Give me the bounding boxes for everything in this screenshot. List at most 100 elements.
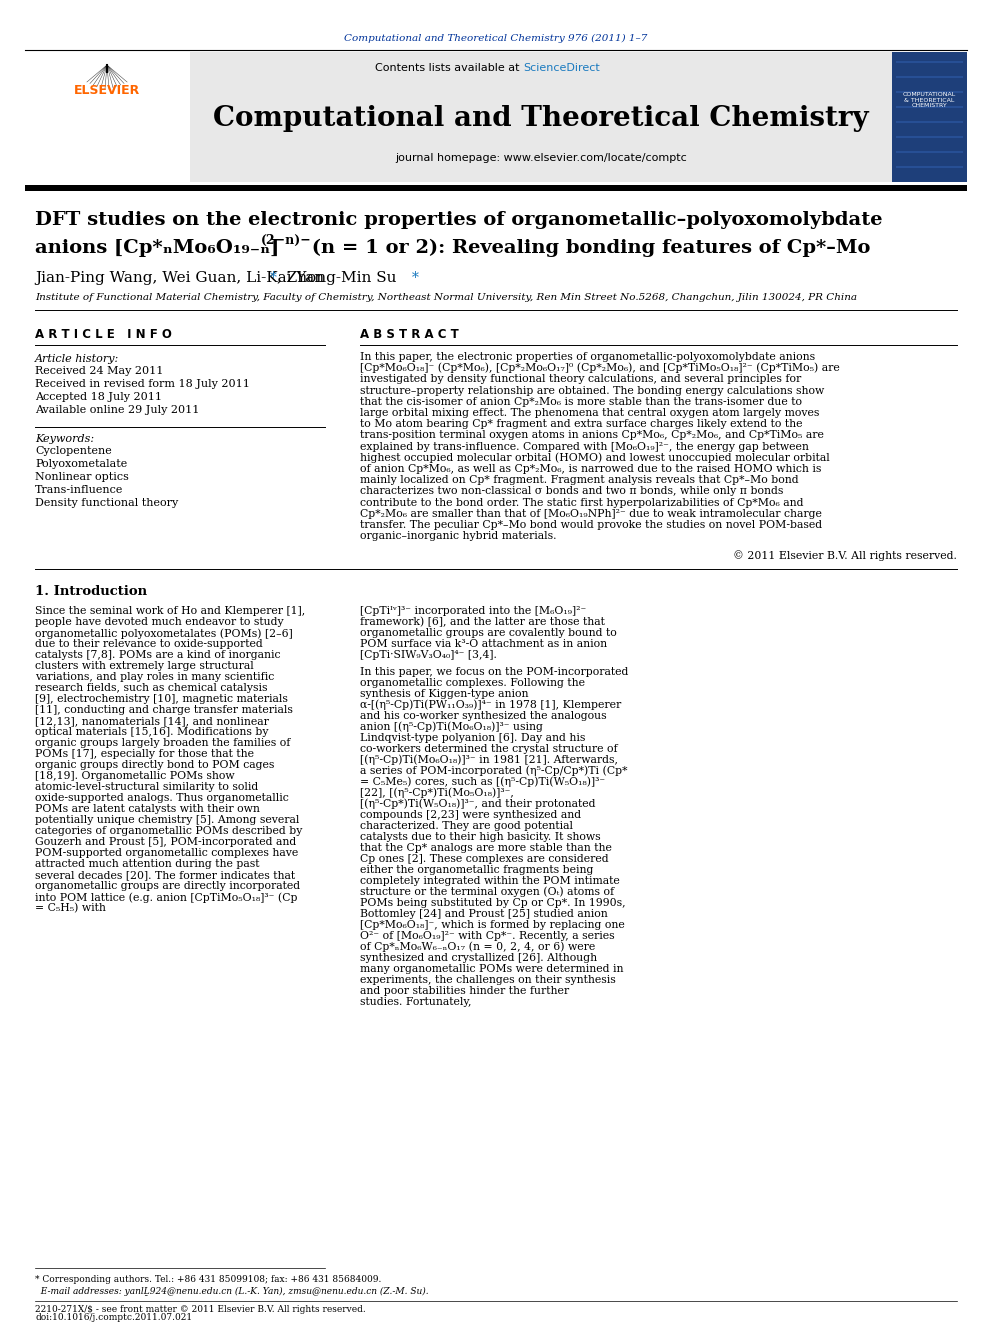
Text: Computational and Theoretical Chemistry: Computational and Theoretical Chemistry [213, 105, 869, 131]
Text: Institute of Functional Material Chemistry, Faculty of Chemistry, Northeast Norm: Institute of Functional Material Chemist… [35, 294, 857, 303]
Text: structure–property relationship are obtained. The bonding energy calculations sh: structure–property relationship are obta… [360, 385, 824, 396]
Text: highest occupied molecular orbital (HOMO) and lowest unoccupied molecular orbita: highest occupied molecular orbital (HOMO… [360, 452, 829, 463]
Text: synthesized and crystallized [26]. Although: synthesized and crystallized [26]. Altho… [360, 953, 597, 963]
Text: of anion Cp*Mo₆, as well as Cp*₂Mo₆, is narrowed due to the raised HOMO which is: of anion Cp*Mo₆, as well as Cp*₂Mo₆, is … [360, 464, 821, 474]
Text: trans-position terminal oxygen atoms in anions Cp*Mo₆, Cp*₂Mo₆, and Cp*TiMo₅ are: trans-position terminal oxygen atoms in … [360, 430, 824, 441]
Text: that the cis-isomer of anion Cp*₂Mo₆ is more stable than the trans-isomer due to: that the cis-isomer of anion Cp*₂Mo₆ is … [360, 397, 802, 406]
Text: Available online 29 July 2011: Available online 29 July 2011 [35, 405, 199, 415]
Text: many organometallic POMs were determined in: many organometallic POMs were determined… [360, 964, 624, 974]
Text: explained by trans-influence. Compared with [Mo₆O₁₉]²⁻, the energy gap between: explained by trans-influence. Compared w… [360, 442, 808, 451]
Text: contribute to the bond order. The static first hyperpolarizabilities of Cp*Mo₆ a: contribute to the bond order. The static… [360, 497, 804, 508]
Text: In this paper, we focus on the POM-incorporated: In this paper, we focus on the POM-incor… [360, 667, 628, 677]
Text: [(η⁵-Cp*)Ti(W₅O₁₈)]³⁻, and their protonated: [(η⁵-Cp*)Ti(W₅O₁₈)]³⁻, and their protona… [360, 799, 595, 810]
Text: Cyclopentene: Cyclopentene [35, 446, 112, 456]
Text: organic–inorganic hybrid materials.: organic–inorganic hybrid materials. [360, 532, 557, 541]
Text: Gouzerh and Proust [5], POM-incorporated and: Gouzerh and Proust [5], POM-incorporated… [35, 837, 297, 848]
Text: organic groups directly bond to POM cages: organic groups directly bond to POM cage… [35, 761, 275, 770]
Text: A R T I C L E   I N F O: A R T I C L E I N F O [35, 328, 172, 341]
Text: Polyoxometalate: Polyoxometalate [35, 459, 127, 468]
Text: [(η⁵-Cp)Ti(Mo₆O₁₈)]³⁻ in 1981 [21]. Afterwards,: [(η⁵-Cp)Ti(Mo₆O₁₈)]³⁻ in 1981 [21]. Afte… [360, 754, 618, 765]
Text: (2−n)−: (2−n)− [261, 233, 311, 246]
Text: In this paper, the electronic properties of organometallic-polyoxomolybdate anio: In this paper, the electronic properties… [360, 352, 815, 363]
Text: = C₅Me₅) cores, such as [(η⁵-Cp)Ti(W₅O₁₈)]³⁻: = C₅Me₅) cores, such as [(η⁵-Cp)Ti(W₅O₁₈… [360, 777, 605, 787]
Text: [22], [(η⁵-Cp*)Ti(Mo₅O₁₈)]³⁻,: [22], [(η⁵-Cp*)Ti(Mo₅O₁₈)]³⁻, [360, 787, 514, 798]
Text: and poor stabilities hinder the further: and poor stabilities hinder the further [360, 986, 569, 996]
Text: organic groups largely broaden the families of: organic groups largely broaden the famil… [35, 738, 291, 749]
Text: atomic-level-structural similarity to solid: atomic-level-structural similarity to so… [35, 782, 258, 792]
Text: organometallic groups are covalently bound to: organometallic groups are covalently bou… [360, 628, 617, 639]
Text: journal homepage: www.elsevier.com/locate/comptc: journal homepage: www.elsevier.com/locat… [395, 153, 686, 163]
Text: 2210-271X/$ - see front matter © 2011 Elsevier B.V. All rights reserved.: 2210-271X/$ - see front matter © 2011 El… [35, 1304, 366, 1314]
Text: either the organometallic fragments being: either the organometallic fragments bein… [360, 865, 593, 875]
Text: O²⁻ of [Mo₆O₁₉]²⁻ with Cp*⁻. Recently, a series: O²⁻ of [Mo₆O₁₉]²⁻ with Cp*⁻. Recently, a… [360, 931, 615, 941]
Text: research fields, such as chemical catalysis: research fields, such as chemical cataly… [35, 684, 268, 693]
Text: POM surface via k³-O attachment as in anion: POM surface via k³-O attachment as in an… [360, 639, 607, 650]
Text: [9], electrochemistry [10], magnetic materials: [9], electrochemistry [10], magnetic mat… [35, 695, 288, 704]
Text: co-workers determined the crystal structure of: co-workers determined the crystal struct… [360, 744, 618, 754]
Text: doi:10.1016/j.comptc.2011.07.021: doi:10.1016/j.comptc.2011.07.021 [35, 1314, 192, 1323]
Text: Since the seminal work of Ho and Klemperer [1],: Since the seminal work of Ho and Klemper… [35, 606, 306, 617]
Text: synthesis of Kiggen-type anion: synthesis of Kiggen-type anion [360, 689, 529, 699]
Text: experiments, the challenges on their synthesis: experiments, the challenges on their syn… [360, 975, 616, 984]
Bar [25, 185, 967, 191]
Text: α-[(η⁵-Cp)Ti(PW₁₁O₃₉)]⁴⁻ in 1978 [1], Klemperer: α-[(η⁵-Cp)Ti(PW₁₁O₃₉)]⁴⁻ in 1978 [1], Kl… [360, 700, 621, 710]
Text: a series of POM-incorporated (η⁵-Cp/Cp*)Ti (Cp*: a series of POM-incorporated (η⁵-Cp/Cp*)… [360, 766, 628, 777]
Text: Article history:: Article history: [35, 355, 119, 364]
Text: investigated by density functional theory calculations, and several principles f: investigated by density functional theor… [360, 374, 802, 385]
Text: Lindqvist-type polyanion [6]. Day and his: Lindqvist-type polyanion [6]. Day and hi… [360, 733, 585, 744]
Bar [25, 52, 967, 183]
Text: Keywords:: Keywords: [35, 434, 94, 445]
Text: ELSEVIER: ELSEVIER [73, 83, 140, 97]
Text: of Cp*ₙMo₆W₆₋ₙO₁₇ (n = 0, 2, 4, or 6) were: of Cp*ₙMo₆W₆₋ₙO₁₇ (n = 0, 2, 4, or 6) we… [360, 942, 595, 953]
Text: ScienceDirect: ScienceDirect [523, 64, 600, 73]
Text: [CpTi·SIW₉V₃O₄₀]⁴⁻ [3,4].: [CpTi·SIW₉V₃O₄₀]⁴⁻ [3,4]. [360, 651, 497, 660]
Text: *: * [270, 271, 277, 284]
Text: A B S T R A C T: A B S T R A C T [360, 328, 458, 341]
Text: categories of organometallic POMs described by: categories of organometallic POMs descri… [35, 827, 303, 836]
Text: catalysts [7,8]. POMs are a kind of inorganic: catalysts [7,8]. POMs are a kind of inor… [35, 651, 281, 660]
Text: large orbital mixing effect. The phenomena that central oxygen atom largely move: large orbital mixing effect. The phenome… [360, 407, 819, 418]
Text: Accepted 18 July 2011: Accepted 18 July 2011 [35, 392, 162, 402]
Text: mainly localized on Cp* fragment. Fragment analysis reveals that Cp*–Mo bond: mainly localized on Cp* fragment. Fragme… [360, 475, 799, 486]
Text: anions [Cp*ₙMo₆O₁₉₋ₙ]: anions [Cp*ₙMo₆O₁₉₋ₙ] [35, 239, 280, 257]
Text: *: * [412, 271, 419, 284]
Text: 1. Introduction: 1. Introduction [35, 585, 147, 598]
Text: organometallic polyoxometalates (POMs) [2–6]: organometallic polyoxometalates (POMs) [… [35, 628, 293, 639]
Text: variations, and play roles in many scientific: variations, and play roles in many scien… [35, 672, 274, 683]
Text: POMs being substituted by Cp or Cp*. In 1990s,: POMs being substituted by Cp or Cp*. In … [360, 898, 626, 908]
Text: * Corresponding authors. Tel.: +86 431 85099108; fax: +86 431 85684009.: * Corresponding authors. Tel.: +86 431 8… [35, 1275, 381, 1285]
Text: [11], conducting and charge transfer materials: [11], conducting and charge transfer mat… [35, 705, 293, 716]
Text: anion [(η⁵-Cp)Ti(Mo₆O₁₈)]³⁻ using: anion [(η⁵-Cp)Ti(Mo₆O₁₈)]³⁻ using [360, 721, 543, 732]
Text: Density functional theory: Density functional theory [35, 497, 179, 508]
Text: characterized. They are good potential: characterized. They are good potential [360, 820, 573, 831]
Text: [Cp*Mo₆O₁₈]⁻ (Cp*Mo₆), [Cp*₂Mo₆O₁₇]⁰ (Cp*₂Mo₆), and [Cp*TiMo₅O₁₈]²⁻ (Cp*TiMo₅) a: [Cp*Mo₆O₁₈]⁻ (Cp*Mo₆), [Cp*₂Mo₆O₁₇]⁰ (Cp… [360, 363, 840, 373]
Text: to Mo atom bearing Cp* fragment and extra surface charges likely extend to the: to Mo atom bearing Cp* fragment and extr… [360, 419, 803, 429]
Text: Received 24 May 2011: Received 24 May 2011 [35, 366, 164, 376]
Text: [18,19]. Organometallic POMs show: [18,19]. Organometallic POMs show [35, 771, 235, 782]
Text: characterizes two non-classical σ bonds and two π bonds, while only π bonds: characterizes two non-classical σ bonds … [360, 487, 784, 496]
Text: Nonlinear optics: Nonlinear optics [35, 472, 129, 482]
Text: due to their relevance to oxide-supported: due to their relevance to oxide-supporte… [35, 639, 263, 650]
Text: people have devoted much endeavor to study: people have devoted much endeavor to stu… [35, 618, 284, 627]
Text: optical materials [15,16]. Modifications by: optical materials [15,16]. Modifications… [35, 728, 269, 737]
Text: [Cp*Mo₆O₁₈]⁻, which is formed by replacing one: [Cp*Mo₆O₁₈]⁻, which is formed by replaci… [360, 919, 625, 930]
Bar [25, 52, 190, 183]
Text: Cp*₂Mo₆ are smaller than that of [Mo₆O₁₉NPh]²⁻ due to weak intramolecular charge: Cp*₂Mo₆ are smaller than that of [Mo₆O₁₉… [360, 509, 822, 519]
Text: transfer. The peculiar Cp*–Mo bond would provoke the studies on novel POM-based: transfer. The peculiar Cp*–Mo bond would… [360, 520, 822, 531]
Text: (n = 1 or 2): Revealing bonding features of Cp*–Mo: (n = 1 or 2): Revealing bonding features… [305, 239, 870, 257]
Text: studies. Fortunately,: studies. Fortunately, [360, 998, 471, 1007]
Text: Received in revised form 18 July 2011: Received in revised form 18 July 2011 [35, 378, 250, 389]
Text: potentially unique chemistry [5]. Among several: potentially unique chemistry [5]. Among … [35, 815, 300, 826]
Text: COMPUTATIONAL
& THEORETICAL
CHEMISTRY: COMPUTATIONAL & THEORETICAL CHEMISTRY [903, 91, 955, 108]
Text: DFT studies on the electronic properties of organometallic–polyoxomolybdate: DFT studies on the electronic properties… [35, 210, 883, 229]
Text: [CpTiᴵᵛ]³⁻ incorporated into the [M₆O₁₉]²⁻: [CpTiᴵᵛ]³⁻ incorporated into the [M₆O₁₉]… [360, 606, 586, 617]
Text: , Zhong-Min Su: , Zhong-Min Su [277, 271, 397, 284]
Text: organometallic complexes. Following the: organometallic complexes. Following the [360, 677, 585, 688]
Text: clusters with extremely large structural: clusters with extremely large structural [35, 662, 254, 671]
Text: Jian-Ping Wang, Wei Guan, Li-Kai Yan: Jian-Ping Wang, Wei Guan, Li-Kai Yan [35, 271, 324, 284]
Bar [892, 52, 967, 183]
Text: completely integrated within the POM intimate: completely integrated within the POM int… [360, 876, 620, 886]
Text: attracted much attention during the past: attracted much attention during the past [35, 860, 260, 869]
Text: [12,13], nanomaterials [14], and nonlinear: [12,13], nanomaterials [14], and nonline… [35, 716, 269, 726]
Text: into POM lattice (e.g. anion [CpTiMo₅O₁₈]³⁻ (Cp: into POM lattice (e.g. anion [CpTiMo₅O₁₈… [35, 892, 298, 902]
